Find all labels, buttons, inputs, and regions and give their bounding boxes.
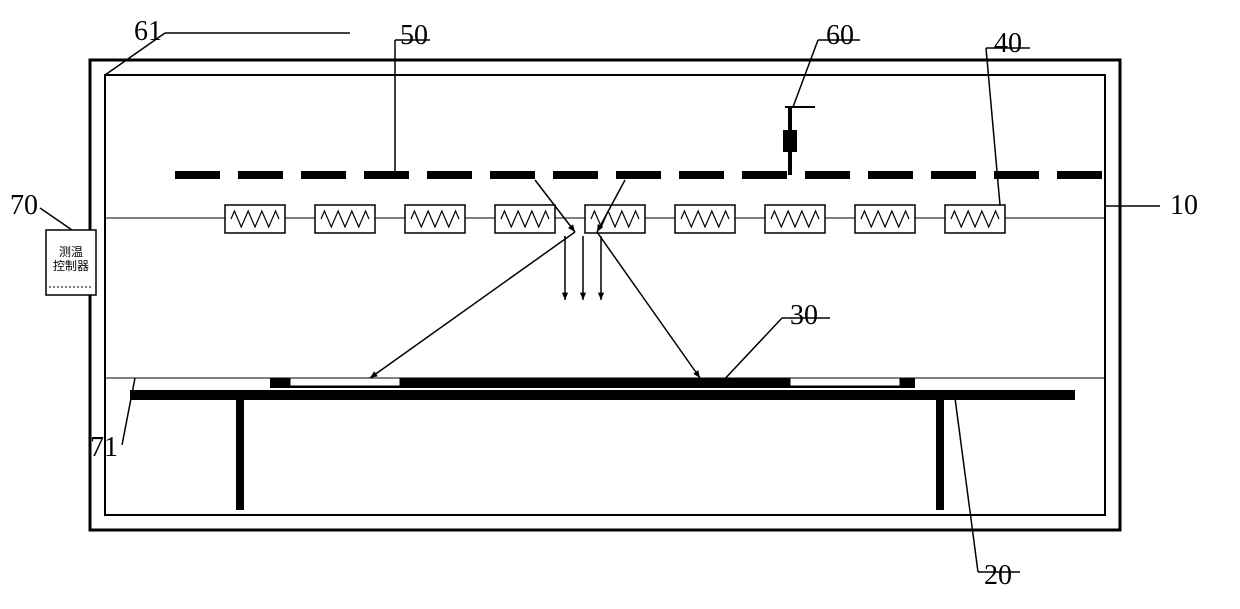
- dash-segment: [490, 171, 535, 179]
- table-leg: [936, 400, 944, 510]
- label-40: 40: [994, 28, 1022, 60]
- label-70: 70: [10, 190, 38, 222]
- label-10: 10: [1170, 190, 1198, 222]
- dash-segment: [553, 171, 598, 179]
- dash-segment: [805, 171, 850, 179]
- leader-70: [40, 208, 72, 230]
- leader-30: [720, 318, 782, 384]
- heater-box: [675, 205, 735, 233]
- label-50: 50: [400, 20, 428, 52]
- dash-segment: [616, 171, 661, 179]
- heater-box: [855, 205, 915, 233]
- controller-line2: 控制器: [51, 259, 91, 273]
- label-61: 61: [134, 16, 162, 48]
- slab-slot: [790, 378, 900, 386]
- dash-segment: [931, 171, 976, 179]
- diagram-canvas: [0, 0, 1240, 609]
- dash-segment: [175, 171, 220, 179]
- dash-segment: [364, 171, 409, 179]
- table-bar: [130, 390, 1075, 400]
- heater-box: [585, 205, 645, 233]
- heater-box: [315, 205, 375, 233]
- dash-segment: [238, 171, 283, 179]
- dash-segment: [679, 171, 724, 179]
- dash-segment: [994, 171, 1039, 179]
- controller-line1: 测温: [51, 245, 91, 259]
- label-60: 60: [826, 20, 854, 52]
- leader-71: [122, 378, 135, 445]
- dash-segment: [1057, 171, 1102, 179]
- controller-text: 测温 控制器: [51, 245, 91, 274]
- leader-60: [793, 40, 818, 107]
- table-leg: [236, 400, 244, 510]
- heater-box: [495, 205, 555, 233]
- dash-segment: [742, 171, 787, 179]
- heater-box: [225, 205, 285, 233]
- outer-frame: [90, 60, 1120, 530]
- heater-box: [765, 205, 825, 233]
- leader-40: [986, 48, 1000, 205]
- slab-slot: [290, 378, 400, 386]
- inner-frame: [105, 75, 1105, 515]
- dash-segment: [301, 171, 346, 179]
- dash-segment: [868, 171, 913, 179]
- heater-box: [945, 205, 1005, 233]
- heater-box: [405, 205, 465, 233]
- dash-segment: [427, 171, 472, 179]
- label-20: 20: [984, 560, 1012, 592]
- label-30: 30: [790, 300, 818, 332]
- sensor-body: [783, 130, 797, 152]
- label-71: 71: [90, 432, 118, 464]
- leader-20: [955, 398, 978, 572]
